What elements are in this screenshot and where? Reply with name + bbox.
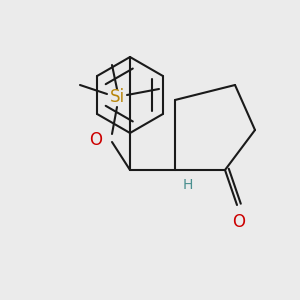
Text: O: O xyxy=(232,213,245,231)
Text: Si: Si xyxy=(110,88,124,106)
Text: H: H xyxy=(183,178,194,192)
Text: O: O xyxy=(89,131,102,149)
